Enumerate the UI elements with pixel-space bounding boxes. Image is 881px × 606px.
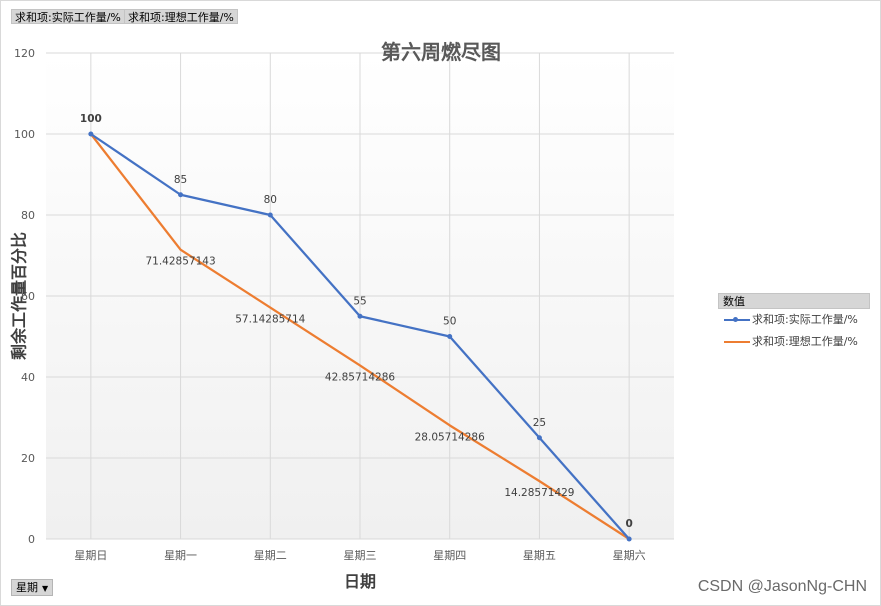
data-label-ideal: 14.28571429: [504, 487, 574, 499]
data-point-actual: [178, 192, 184, 198]
axis-field-label: 星期: [16, 581, 38, 594]
legend-label-actual: 求和项:实际工作量/%: [752, 313, 858, 326]
pivot-value-field-actual[interactable]: 求和项:实际工作量/%: [11, 9, 125, 24]
x-tick-label: 星期五: [523, 549, 556, 562]
legend-item-ideal: 求和项:理想工作量/%: [718, 331, 870, 353]
y-axis-title: 剩余工作量百分比: [10, 232, 29, 360]
data-label-actual: 0: [625, 518, 632, 530]
chart-title: 第六周燃尽图: [381, 40, 501, 64]
data-point-actual: [626, 536, 632, 542]
watermark: CSDN @JasonNg-CHN: [697, 578, 867, 595]
legend-swatch-ideal: [724, 341, 750, 343]
legend-label-ideal: 求和项:理想工作量/%: [752, 335, 858, 348]
y-tick-label: 20: [21, 452, 35, 465]
x-tick-label: 星期三: [344, 549, 377, 562]
data-label-actual: 100: [80, 113, 102, 125]
data-label-ideal: 28.05714286: [415, 431, 485, 443]
y-tick-label: 100: [14, 128, 35, 141]
x-tick-label: 星期四: [433, 549, 466, 562]
x-tick-label: 星期一: [164, 549, 197, 562]
data-label-ideal: 71.42857143: [145, 256, 215, 268]
x-tick-label: 星期六: [613, 549, 646, 562]
data-label-ideal: 57.14285714: [235, 314, 305, 326]
data-label-actual: 25: [533, 417, 546, 429]
data-point-actual: [267, 212, 273, 218]
y-tick-label: 80: [21, 209, 35, 222]
data-label-actual: 85: [174, 174, 187, 186]
legend-header[interactable]: 数值: [718, 293, 870, 309]
y-tick-label: 0: [28, 533, 35, 546]
legend: 数值 求和项:实际工作量/% 求和项:理想工作量/%: [718, 293, 870, 353]
legend-item-actual: 求和项:实际工作量/%: [718, 309, 870, 331]
data-point-actual: [357, 313, 363, 319]
y-tick-label: 120: [14, 47, 35, 60]
data-point-actual: [536, 435, 542, 441]
legend-marker-actual: [733, 317, 738, 322]
data-label-actual: 55: [353, 295, 366, 307]
x-tick-label: 星期二: [254, 549, 287, 562]
chevron-down-icon: ▼: [42, 584, 49, 593]
data-label-ideal: 42.85714286: [325, 371, 395, 383]
x-axis-title: 日期: [344, 572, 376, 591]
data-point-actual: [88, 131, 94, 137]
y-tick-label: 40: [21, 371, 35, 384]
data-label-actual: 50: [443, 316, 456, 328]
axis-field-dropdown[interactable]: 星期 ▼: [11, 579, 54, 596]
y-tick-label: 60: [21, 290, 35, 303]
pivot-value-field-ideal[interactable]: 求和项:理想工作量/%: [124, 9, 238, 24]
series-line-ideal: [89, 133, 630, 540]
data-point-actual: [447, 334, 453, 339]
x-tick-label: 星期日: [74, 549, 107, 562]
data-label-actual: 80: [264, 194, 277, 206]
